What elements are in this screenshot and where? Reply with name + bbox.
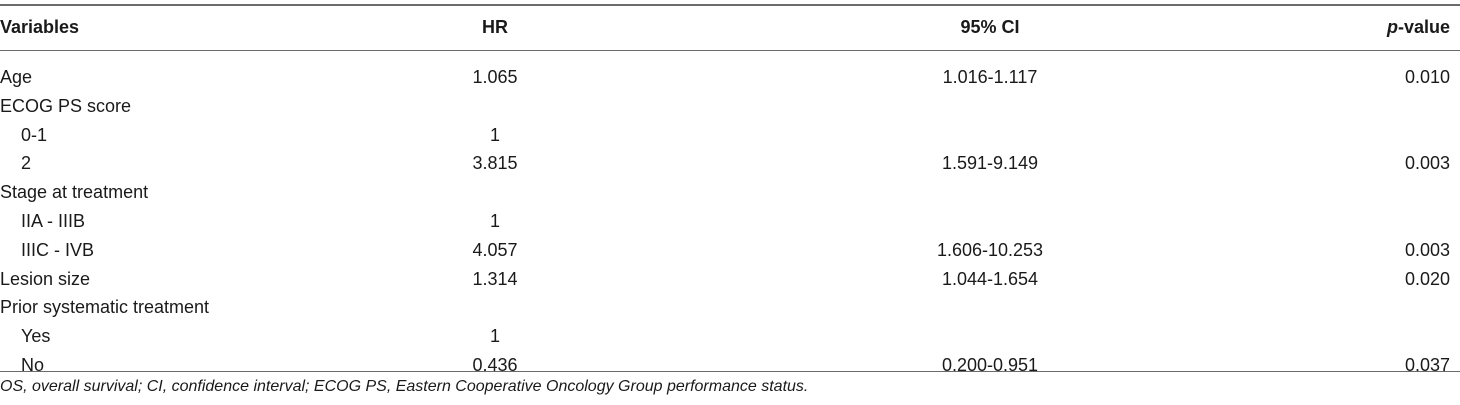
cell-variable: Lesion size bbox=[0, 268, 91, 289]
cell-variable: Stage at treatment bbox=[0, 182, 149, 203]
cell-hr: 1 bbox=[489, 124, 500, 145]
cell-variable: IIA - IIIB bbox=[21, 211, 86, 231]
table-row: Yes 1 bbox=[0, 322, 1460, 350]
header-p-rest: -value bbox=[1397, 17, 1450, 37]
cell-variable: Age bbox=[0, 67, 33, 87]
header-variables: Variables bbox=[0, 17, 80, 37]
cell-hr: 1 bbox=[489, 326, 500, 347]
cell-variable: No bbox=[21, 355, 45, 375]
cell-hr: 0.436 bbox=[472, 355, 518, 375]
header-p-italic: p bbox=[1386, 17, 1398, 37]
cell-hr: 1 bbox=[489, 211, 500, 231]
cell-variable: Yes bbox=[21, 326, 51, 347]
header-hr: HR bbox=[482, 17, 508, 37]
table-row: Prior systematic treatment bbox=[0, 293, 1460, 321]
table-bottom-rule bbox=[0, 371, 1460, 372]
table-row: 0-1 1 bbox=[0, 121, 1460, 149]
cell-p-value: 0.037 bbox=[1404, 355, 1450, 375]
table-row: 2 3.815 1.591-9.149 0.003 bbox=[0, 149, 1460, 177]
table-row: Lesion size 1.314 1.044-1.654 0.020 bbox=[0, 265, 1460, 293]
table-row: No 0.436 0.200-0.951 0.037 bbox=[0, 351, 1460, 379]
cell-variable: ECOG PS score bbox=[0, 95, 132, 116]
cell-p-value: 0.003 bbox=[1404, 239, 1450, 260]
cell-variable: 0-1 bbox=[21, 124, 48, 145]
cell-variable: 2 bbox=[21, 153, 32, 174]
cell-ci: 0.200-0.951 bbox=[941, 355, 1039, 375]
table-footnote: OS, overall survival; CI, confidence int… bbox=[0, 378, 809, 395]
header-p-value: p-value bbox=[1387, 13, 1450, 41]
cell-ci: 1.016-1.117 bbox=[942, 67, 1038, 87]
cell-hr: 1.314 bbox=[472, 268, 518, 289]
table-row: IIIC - IVB 4.057 1.606-10.253 0.003 bbox=[0, 236, 1460, 264]
cell-hr: 1.065 bbox=[472, 67, 518, 87]
cell-ci: 1.044-1.654 bbox=[941, 268, 1039, 289]
table-header-row: Variables HR 95% CI p-value bbox=[0, 13, 1460, 41]
cell-variable: Prior systematic treatment bbox=[0, 297, 210, 318]
cell-hr: 3.815 bbox=[472, 153, 518, 174]
table-row: ECOG PS score bbox=[0, 92, 1460, 120]
cell-hr: 4.057 bbox=[472, 239, 518, 260]
cell-variable: IIIC - IVB bbox=[21, 239, 95, 260]
table-top-rule bbox=[0, 4, 1460, 6]
table-row: IIA - IIIB 1 bbox=[0, 207, 1460, 235]
cell-p-value: 0.020 bbox=[1404, 268, 1450, 289]
table-header-rule bbox=[0, 50, 1460, 51]
cell-p-value: 0.010 bbox=[1404, 67, 1450, 87]
cell-ci: 1.606-10.253 bbox=[936, 239, 1044, 260]
cell-ci: 1.591-9.149 bbox=[941, 153, 1039, 174]
table-row: Stage at treatment bbox=[0, 178, 1460, 206]
header-ci: 95% CI bbox=[960, 17, 1020, 37]
table-row: Age 1.065 1.016-1.117 0.010 bbox=[0, 63, 1460, 91]
cell-p-value: 0.003 bbox=[1404, 153, 1450, 174]
